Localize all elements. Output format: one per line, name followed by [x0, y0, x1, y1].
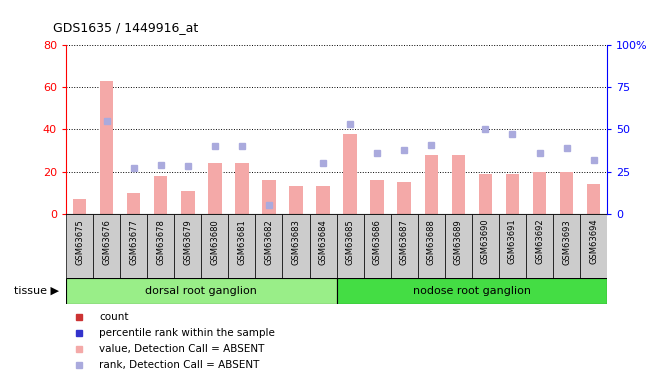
Bar: [418, 214, 445, 278]
Text: dorsal root ganglion: dorsal root ganglion: [145, 286, 257, 296]
Text: GSM63682: GSM63682: [265, 219, 273, 265]
Bar: [66, 214, 93, 278]
Text: nodose root ganglion: nodose root ganglion: [413, 286, 531, 296]
Bar: [337, 278, 607, 304]
Text: GSM63692: GSM63692: [535, 219, 544, 264]
Text: count: count: [99, 312, 129, 322]
Text: GSM63677: GSM63677: [129, 219, 138, 265]
Bar: [316, 186, 330, 214]
Bar: [93, 214, 120, 278]
Bar: [228, 214, 255, 278]
Text: GSM63675: GSM63675: [75, 219, 84, 265]
Text: GSM63680: GSM63680: [211, 219, 219, 265]
Bar: [343, 134, 357, 214]
Bar: [208, 163, 222, 214]
Bar: [73, 199, 86, 214]
Text: GSM63683: GSM63683: [292, 219, 300, 265]
Text: GSM63685: GSM63685: [346, 219, 354, 265]
Text: GSM63679: GSM63679: [183, 219, 192, 265]
Bar: [66, 278, 337, 304]
Text: GDS1635 / 1449916_at: GDS1635 / 1449916_at: [53, 21, 198, 34]
Bar: [478, 174, 492, 214]
Text: GSM63676: GSM63676: [102, 219, 111, 265]
Text: GSM63687: GSM63687: [400, 219, 409, 265]
Bar: [154, 176, 168, 214]
Text: GSM63693: GSM63693: [562, 219, 571, 265]
Bar: [174, 214, 201, 278]
Bar: [147, 214, 174, 278]
Bar: [289, 186, 303, 214]
Text: GSM63694: GSM63694: [589, 219, 598, 264]
Bar: [370, 180, 384, 214]
Text: rank, Detection Call = ABSENT: rank, Detection Call = ABSENT: [99, 360, 259, 370]
Text: percentile rank within the sample: percentile rank within the sample: [99, 328, 275, 338]
Bar: [587, 184, 601, 214]
Text: tissue ▶: tissue ▶: [15, 286, 59, 296]
Bar: [391, 214, 418, 278]
Bar: [526, 214, 553, 278]
Text: GSM63691: GSM63691: [508, 219, 517, 264]
Bar: [181, 190, 195, 214]
Bar: [553, 214, 580, 278]
Bar: [282, 214, 310, 278]
Bar: [580, 214, 607, 278]
Bar: [560, 172, 574, 214]
Bar: [451, 154, 465, 214]
Text: GSM63678: GSM63678: [156, 219, 165, 265]
Bar: [310, 214, 337, 278]
Bar: [364, 214, 391, 278]
Bar: [120, 214, 147, 278]
Bar: [337, 214, 364, 278]
Bar: [235, 163, 249, 214]
Bar: [262, 180, 276, 214]
Bar: [424, 154, 438, 214]
Text: GSM63686: GSM63686: [373, 219, 381, 265]
Bar: [499, 214, 526, 278]
Bar: [127, 193, 141, 214]
Text: value, Detection Call = ABSENT: value, Detection Call = ABSENT: [99, 344, 265, 354]
Bar: [201, 214, 228, 278]
Bar: [533, 172, 546, 214]
Bar: [472, 214, 499, 278]
Text: GSM63684: GSM63684: [319, 219, 327, 265]
Bar: [445, 214, 472, 278]
Bar: [506, 174, 519, 214]
Text: GSM63681: GSM63681: [238, 219, 246, 265]
Text: GSM63689: GSM63689: [454, 219, 463, 265]
Text: GSM63690: GSM63690: [481, 219, 490, 264]
Bar: [100, 81, 114, 214]
Text: GSM63688: GSM63688: [427, 219, 436, 265]
Bar: [255, 214, 282, 278]
Bar: [397, 182, 411, 214]
